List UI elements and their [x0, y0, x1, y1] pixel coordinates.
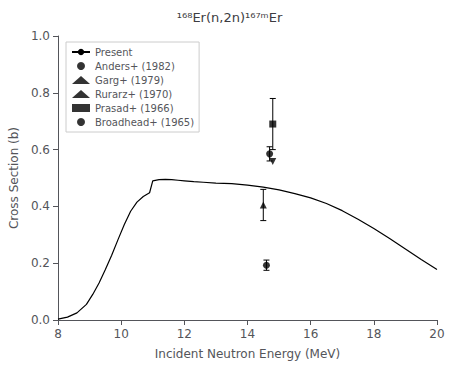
svg-text:18: 18	[366, 327, 381, 341]
svg-text:Rurarz+ (1970): Rurarz+ (1970)	[95, 89, 172, 100]
svg-text:0.2: 0.2	[31, 256, 50, 270]
svg-text:Broadhead+ (1965): Broadhead+ (1965)	[95, 117, 194, 128]
svg-text:0.4: 0.4	[31, 199, 50, 213]
svg-text:14: 14	[240, 327, 255, 341]
svg-text:10: 10	[114, 327, 129, 341]
svg-text:0.0: 0.0	[31, 313, 50, 327]
svg-text:Present: Present	[95, 47, 133, 58]
svg-text:12: 12	[177, 327, 192, 341]
svg-text:16: 16	[303, 327, 318, 341]
svg-text:8: 8	[54, 327, 62, 341]
svg-text:0.6: 0.6	[31, 143, 50, 157]
svg-text:0.8: 0.8	[31, 86, 50, 100]
svg-text:¹⁶⁸Er(n,2n)¹⁶⁷ᵐEr: ¹⁶⁸Er(n,2n)¹⁶⁷ᵐEr	[177, 10, 283, 25]
svg-text:1.0: 1.0	[31, 29, 50, 43]
svg-text:Cross Section (b): Cross Section (b)	[7, 127, 21, 229]
svg-text:Prasad+ (1966): Prasad+ (1966)	[95, 103, 174, 114]
svg-text:Incident Neutron Energy (MeV): Incident Neutron Energy (MeV)	[155, 347, 340, 361]
svg-text:20: 20	[429, 327, 444, 341]
svg-text:Garg+ (1979): Garg+ (1979)	[95, 75, 164, 86]
svg-text:Anders+ (1982): Anders+ (1982)	[95, 61, 175, 72]
